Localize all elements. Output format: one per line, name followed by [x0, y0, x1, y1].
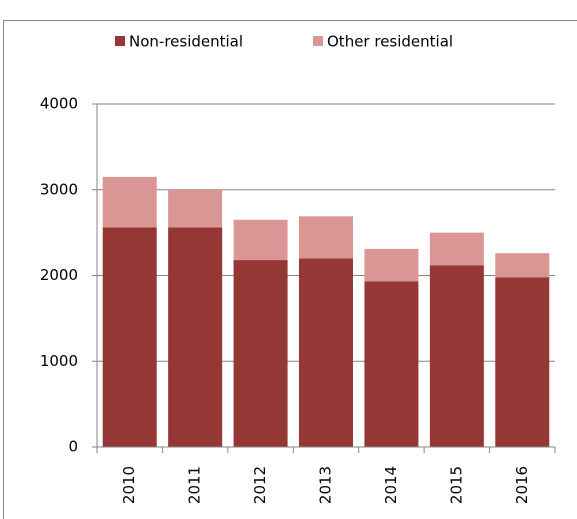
bar-segment [102, 227, 157, 447]
bar-segment [102, 176, 157, 228]
legend-label: Non-residential [129, 33, 243, 51]
chart-frame [3, 20, 577, 519]
y-tick-label: 4000 [40, 95, 78, 113]
y-tick-label: 1000 [40, 352, 78, 370]
y-tick-label: 2000 [40, 266, 78, 284]
legend-swatch [115, 36, 125, 46]
x-tick-label: 2010 [120, 466, 138, 504]
bar-segment [495, 253, 550, 278]
bar-segment [168, 189, 223, 228]
y-tick-label: 0 [68, 438, 78, 456]
x-tick-label: 2015 [447, 466, 465, 504]
bar-segment [168, 227, 223, 447]
x-tick-label: 2011 [186, 466, 204, 504]
bar-segment [364, 248, 419, 282]
bar-segment [299, 258, 353, 447]
bar-segment [429, 265, 484, 447]
y-tick-label: 3000 [40, 180, 78, 198]
bar-segment [429, 232, 484, 266]
bar-segment [495, 277, 550, 447]
bar-segment [233, 219, 288, 261]
bar-segment [299, 216, 353, 259]
legend-label: Other residential [327, 33, 453, 51]
x-tick-label: 2013 [317, 466, 335, 504]
legend-swatch [313, 36, 323, 46]
bar-segment [364, 281, 419, 447]
x-tick-label: 2012 [251, 466, 269, 504]
x-tick-label: 2016 [513, 466, 531, 504]
x-tick-label: 2014 [382, 466, 400, 504]
bar-segment [233, 260, 288, 447]
